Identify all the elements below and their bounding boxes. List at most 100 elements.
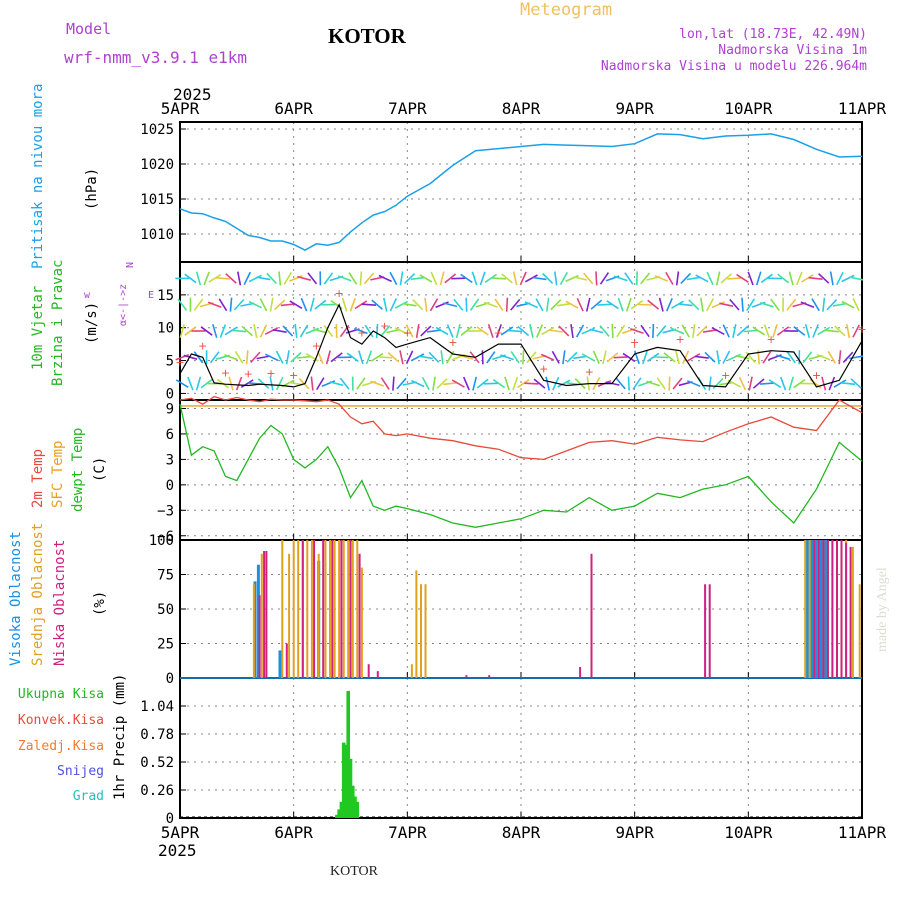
- wind-barb: [329, 381, 344, 387]
- wind-barb: [532, 276, 547, 281]
- wind-barb: [755, 271, 762, 286]
- x-label-bottom: 9APR: [615, 823, 654, 842]
- wind-barb: [392, 376, 395, 391]
- wind-barb: [253, 323, 258, 339]
- wind-barb: [356, 377, 366, 390]
- wind-barb: [207, 301, 222, 308]
- wind-barb: [817, 326, 831, 336]
- wind-barb: [358, 350, 364, 365]
- y-tick-label: 15: [157, 288, 174, 304]
- wind-barb: [702, 329, 718, 333]
- wind-barb: [363, 272, 375, 285]
- wind-barb: [522, 350, 525, 365]
- y-tick-label: 0.52: [140, 755, 174, 771]
- wind-barb: [424, 297, 428, 312]
- wind-barb: [462, 376, 470, 391]
- wind-barb: [583, 272, 594, 285]
- precip-bar: [341, 742, 346, 818]
- wind-barb: [704, 351, 716, 363]
- wind-barb: [486, 351, 496, 364]
- wind-barb: [585, 297, 591, 312]
- y-tick-label: 50: [157, 602, 174, 618]
- wind-barb: [200, 378, 213, 389]
- precip-legend-0: Ukupna Kisa: [18, 687, 104, 702]
- wind-barb: [235, 376, 243, 391]
- x-label-top: 8APR: [502, 99, 541, 118]
- wind-barb: [777, 273, 790, 284]
- wind-barb: [624, 272, 634, 285]
- wind-barb: [370, 352, 384, 362]
- wind-barb: [827, 350, 837, 364]
- y-tick-label: 0: [166, 671, 174, 687]
- year-bottom: 2025: [158, 841, 197, 860]
- wind-barb: [622, 352, 636, 362]
- x-label-top: 11APR: [838, 99, 887, 118]
- wind-barb: [269, 297, 274, 312]
- wind-barb: [630, 300, 644, 310]
- wind-barb: [688, 299, 700, 311]
- wind-barb: [460, 273, 473, 284]
- wind-barb: [396, 377, 407, 390]
- wind-barb: [179, 324, 185, 338]
- panel-temperature: −6 −3 0 3 6 9: [157, 399, 863, 545]
- wind-barb: [720, 273, 733, 284]
- wind-barb: [476, 378, 489, 389]
- wind-barb: [446, 324, 454, 338]
- wind-barb: [195, 271, 202, 286]
- wind-barb: [550, 299, 562, 311]
- x-label-bottom: 8APR: [502, 823, 541, 842]
- wind-barb: [852, 324, 861, 338]
- wind-barb: [746, 298, 756, 312]
- wind-barb: [483, 382, 498, 385]
- precip-legend-4: Grad: [73, 789, 104, 804]
- wind-barb: [654, 274, 669, 282]
- gust-mark: +: [539, 362, 548, 375]
- wind-barb: [566, 351, 578, 363]
- precip-bar: [337, 809, 341, 818]
- wind-compass-axis: α<-|->z: [118, 284, 129, 326]
- wind-barb: [224, 354, 238, 361]
- wind-barb: [389, 271, 398, 285]
- wind-barb: [524, 274, 538, 283]
- wind-barb: [786, 351, 796, 364]
- wind-barb: [640, 324, 650, 338]
- wind-compass-e: E: [148, 290, 154, 301]
- wind-barb: [695, 274, 709, 283]
- wind-barb: [606, 300, 619, 310]
- wind-barb: [529, 324, 534, 338]
- wind-barb: [300, 297, 308, 312]
- wind-barb: [682, 350, 690, 365]
- wind-barb: [444, 273, 457, 284]
- cloud-ylabel-2: Srednja Oblacnost: [30, 523, 46, 666]
- wind-barb: [428, 351, 440, 363]
- x-label-top: 5APR: [161, 99, 200, 118]
- wind-barb: [465, 297, 468, 312]
- wind-barb: [599, 325, 610, 337]
- wind-barb: [394, 327, 409, 335]
- wind-barb: [768, 379, 782, 389]
- wind-barb: [248, 274, 262, 283]
- wind-barb: [175, 379, 189, 388]
- wind-barb: [795, 271, 803, 286]
- gust-mark: +: [403, 326, 412, 339]
- wind-barb: [722, 350, 731, 364]
- wind-barb: [562, 350, 566, 365]
- watermark: made by Angel: [875, 567, 890, 652]
- wind-barb: [633, 350, 640, 365]
- wind-barb: [804, 323, 811, 339]
- precip-bar: [344, 744, 348, 818]
- wind-barb: [599, 272, 610, 285]
- wind-barb: [565, 300, 579, 309]
- wind-barb: [735, 355, 750, 360]
- wind-barb: [418, 355, 433, 360]
- gust-mark: +: [198, 339, 207, 352]
- wind-barb: [370, 380, 384, 387]
- wind-barb: [508, 329, 523, 333]
- wind-barb: [692, 324, 696, 338]
- wind-barb: [330, 352, 343, 363]
- wind-barb: [705, 298, 715, 312]
- wind-barb: [668, 376, 671, 391]
- wind-barb: [722, 324, 730, 338]
- wind-barb: [436, 378, 448, 389]
- wind-barb: [341, 297, 348, 312]
